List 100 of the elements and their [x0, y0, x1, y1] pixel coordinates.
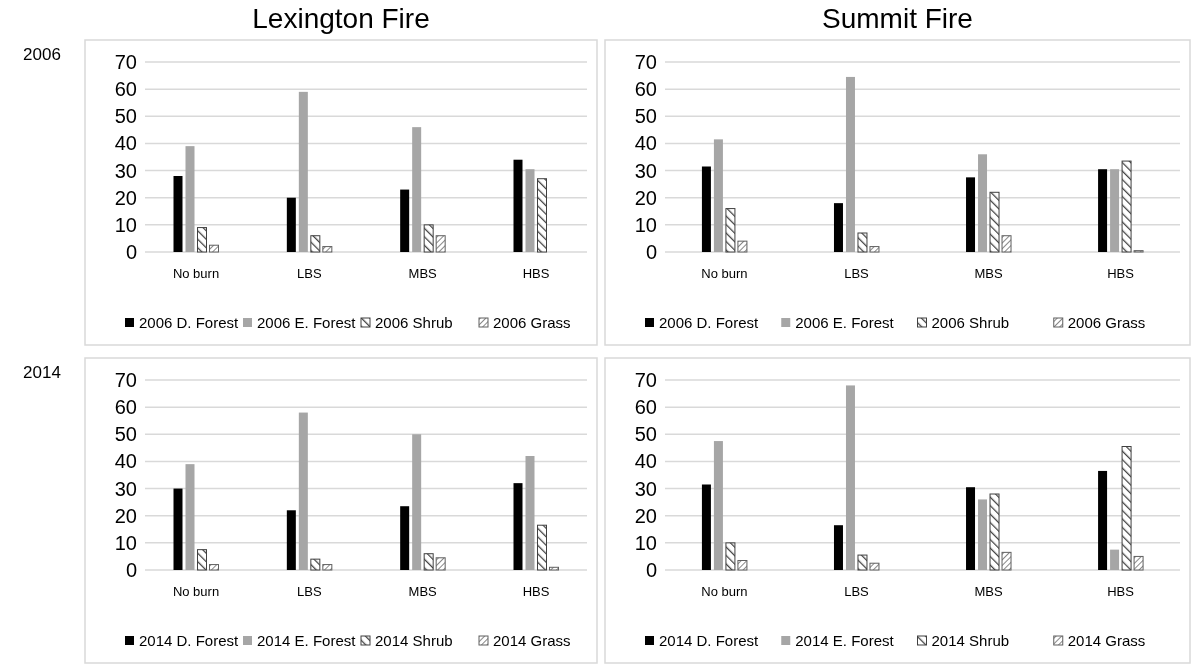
bar: [966, 177, 976, 252]
bar: [1110, 549, 1120, 570]
bar: [725, 542, 736, 571]
y-tick-label: 0: [125, 241, 137, 263]
bar: [869, 562, 880, 571]
bar: [286, 510, 296, 570]
legend-label: 2006 E. Forest: [795, 314, 895, 331]
legend-label: 2006 E. Forest: [257, 314, 357, 331]
y-tick-label: 20: [634, 186, 657, 209]
bar: [725, 208, 736, 253]
y-tick-label: 70: [114, 51, 137, 73]
y-tick-label: 40: [634, 132, 657, 155]
bar: [423, 553, 434, 571]
y-tick-label: 70: [114, 369, 137, 391]
x-tick-label: MBS: [974, 266, 1003, 281]
x-tick-label: No burn: [172, 584, 220, 599]
bar: [713, 139, 723, 252]
bar: [978, 154, 988, 252]
legend-label: 2014 Grass: [1067, 632, 1146, 649]
bar: [1110, 169, 1120, 252]
y-tick-label: 20: [114, 504, 137, 527]
y-tick-label: 10: [114, 531, 137, 554]
bar: [713, 441, 723, 570]
bar: [525, 169, 535, 252]
bar: [435, 235, 446, 253]
bar: [412, 434, 422, 570]
y-tick-label: 30: [114, 159, 137, 182]
chart-title: Summit Fire: [822, 3, 973, 34]
y-tick-label: 70: [634, 51, 657, 73]
x-tick-label: HBS: [522, 266, 550, 281]
bar: [435, 557, 446, 571]
bar: [737, 560, 748, 571]
y-tick-label: 60: [634, 396, 657, 419]
bar: [737, 240, 748, 253]
legend-label: 2014 D. Forest: [139, 632, 240, 649]
bar: [989, 191, 1000, 253]
x-tick-label: LBS: [297, 266, 322, 281]
bar: [701, 484, 711, 570]
bar: [1001, 235, 1012, 253]
y-tick-label: 50: [634, 105, 657, 128]
x-tick-label: No burn: [172, 266, 220, 281]
y-tick-label: 40: [114, 450, 137, 473]
y-tick-label: 40: [114, 132, 137, 155]
text: 2014: [23, 363, 61, 382]
bar: [286, 197, 296, 252]
legend-label: 2014 Shrub: [375, 632, 453, 649]
y-tick-label: 0: [125, 559, 137, 581]
bar: [197, 227, 207, 253]
bar: [1098, 169, 1108, 252]
bar: [857, 232, 868, 253]
bar: [1121, 446, 1132, 571]
bar: [537, 178, 547, 253]
bar: [298, 412, 308, 570]
x-tick-label: LBS: [844, 584, 870, 599]
bar: [310, 558, 321, 571]
bar: [400, 189, 410, 252]
bar: [1121, 160, 1132, 253]
legend-label: 2006 D. Forest: [659, 314, 760, 331]
legend-label: 2014 D. Forest: [659, 632, 760, 649]
bar: [322, 246, 333, 253]
bar: [209, 564, 219, 571]
bar: [537, 524, 547, 571]
bar: [209, 244, 219, 253]
bar: [549, 566, 559, 571]
bar: [513, 159, 523, 252]
y-tick-label: 60: [634, 78, 657, 101]
legend-label: 2006 Shrub: [375, 314, 453, 331]
legend-label: 2014 E. Forest: [257, 632, 357, 649]
x-tick-label: No burn: [701, 266, 748, 281]
y-tick-label: 30: [114, 477, 137, 500]
bar: [298, 91, 308, 252]
legend-label: 2014 E. Forest: [795, 632, 895, 649]
y-tick-label: 0: [645, 559, 657, 581]
bar: [845, 385, 855, 570]
x-tick-label: LBS: [297, 584, 322, 599]
y-tick-label: 30: [634, 477, 657, 500]
x-tick-label: MBS: [408, 584, 438, 599]
y-tick-label: 0: [645, 241, 657, 263]
bar: [412, 127, 422, 252]
bar: [1098, 470, 1108, 570]
bar: [173, 488, 183, 570]
x-tick-label: HBS: [1107, 584, 1135, 599]
y-tick-label: 30: [634, 159, 657, 182]
legend-label: 2014 Shrub: [931, 632, 1010, 649]
bar: [701, 166, 711, 252]
y-tick-label: 20: [634, 504, 657, 527]
y-tick-label: 50: [114, 423, 137, 446]
y-tick-label: 60: [114, 396, 137, 419]
bar: [525, 456, 535, 570]
legend-label: 2006 Grass: [1067, 314, 1146, 331]
y-tick-label: 60: [114, 78, 137, 101]
chart-title: Lexington Fire: [252, 3, 430, 34]
y-tick-label: 10: [114, 213, 137, 236]
legend-label: 2006 D. Forest: [139, 314, 240, 331]
x-tick-label: HBS: [1107, 266, 1135, 281]
bar: [513, 483, 523, 570]
x-tick-label: HBS: [522, 584, 550, 599]
y-tick-label: 10: [634, 531, 657, 554]
bar: [989, 493, 1000, 571]
y-tick-label: 20: [114, 186, 137, 209]
